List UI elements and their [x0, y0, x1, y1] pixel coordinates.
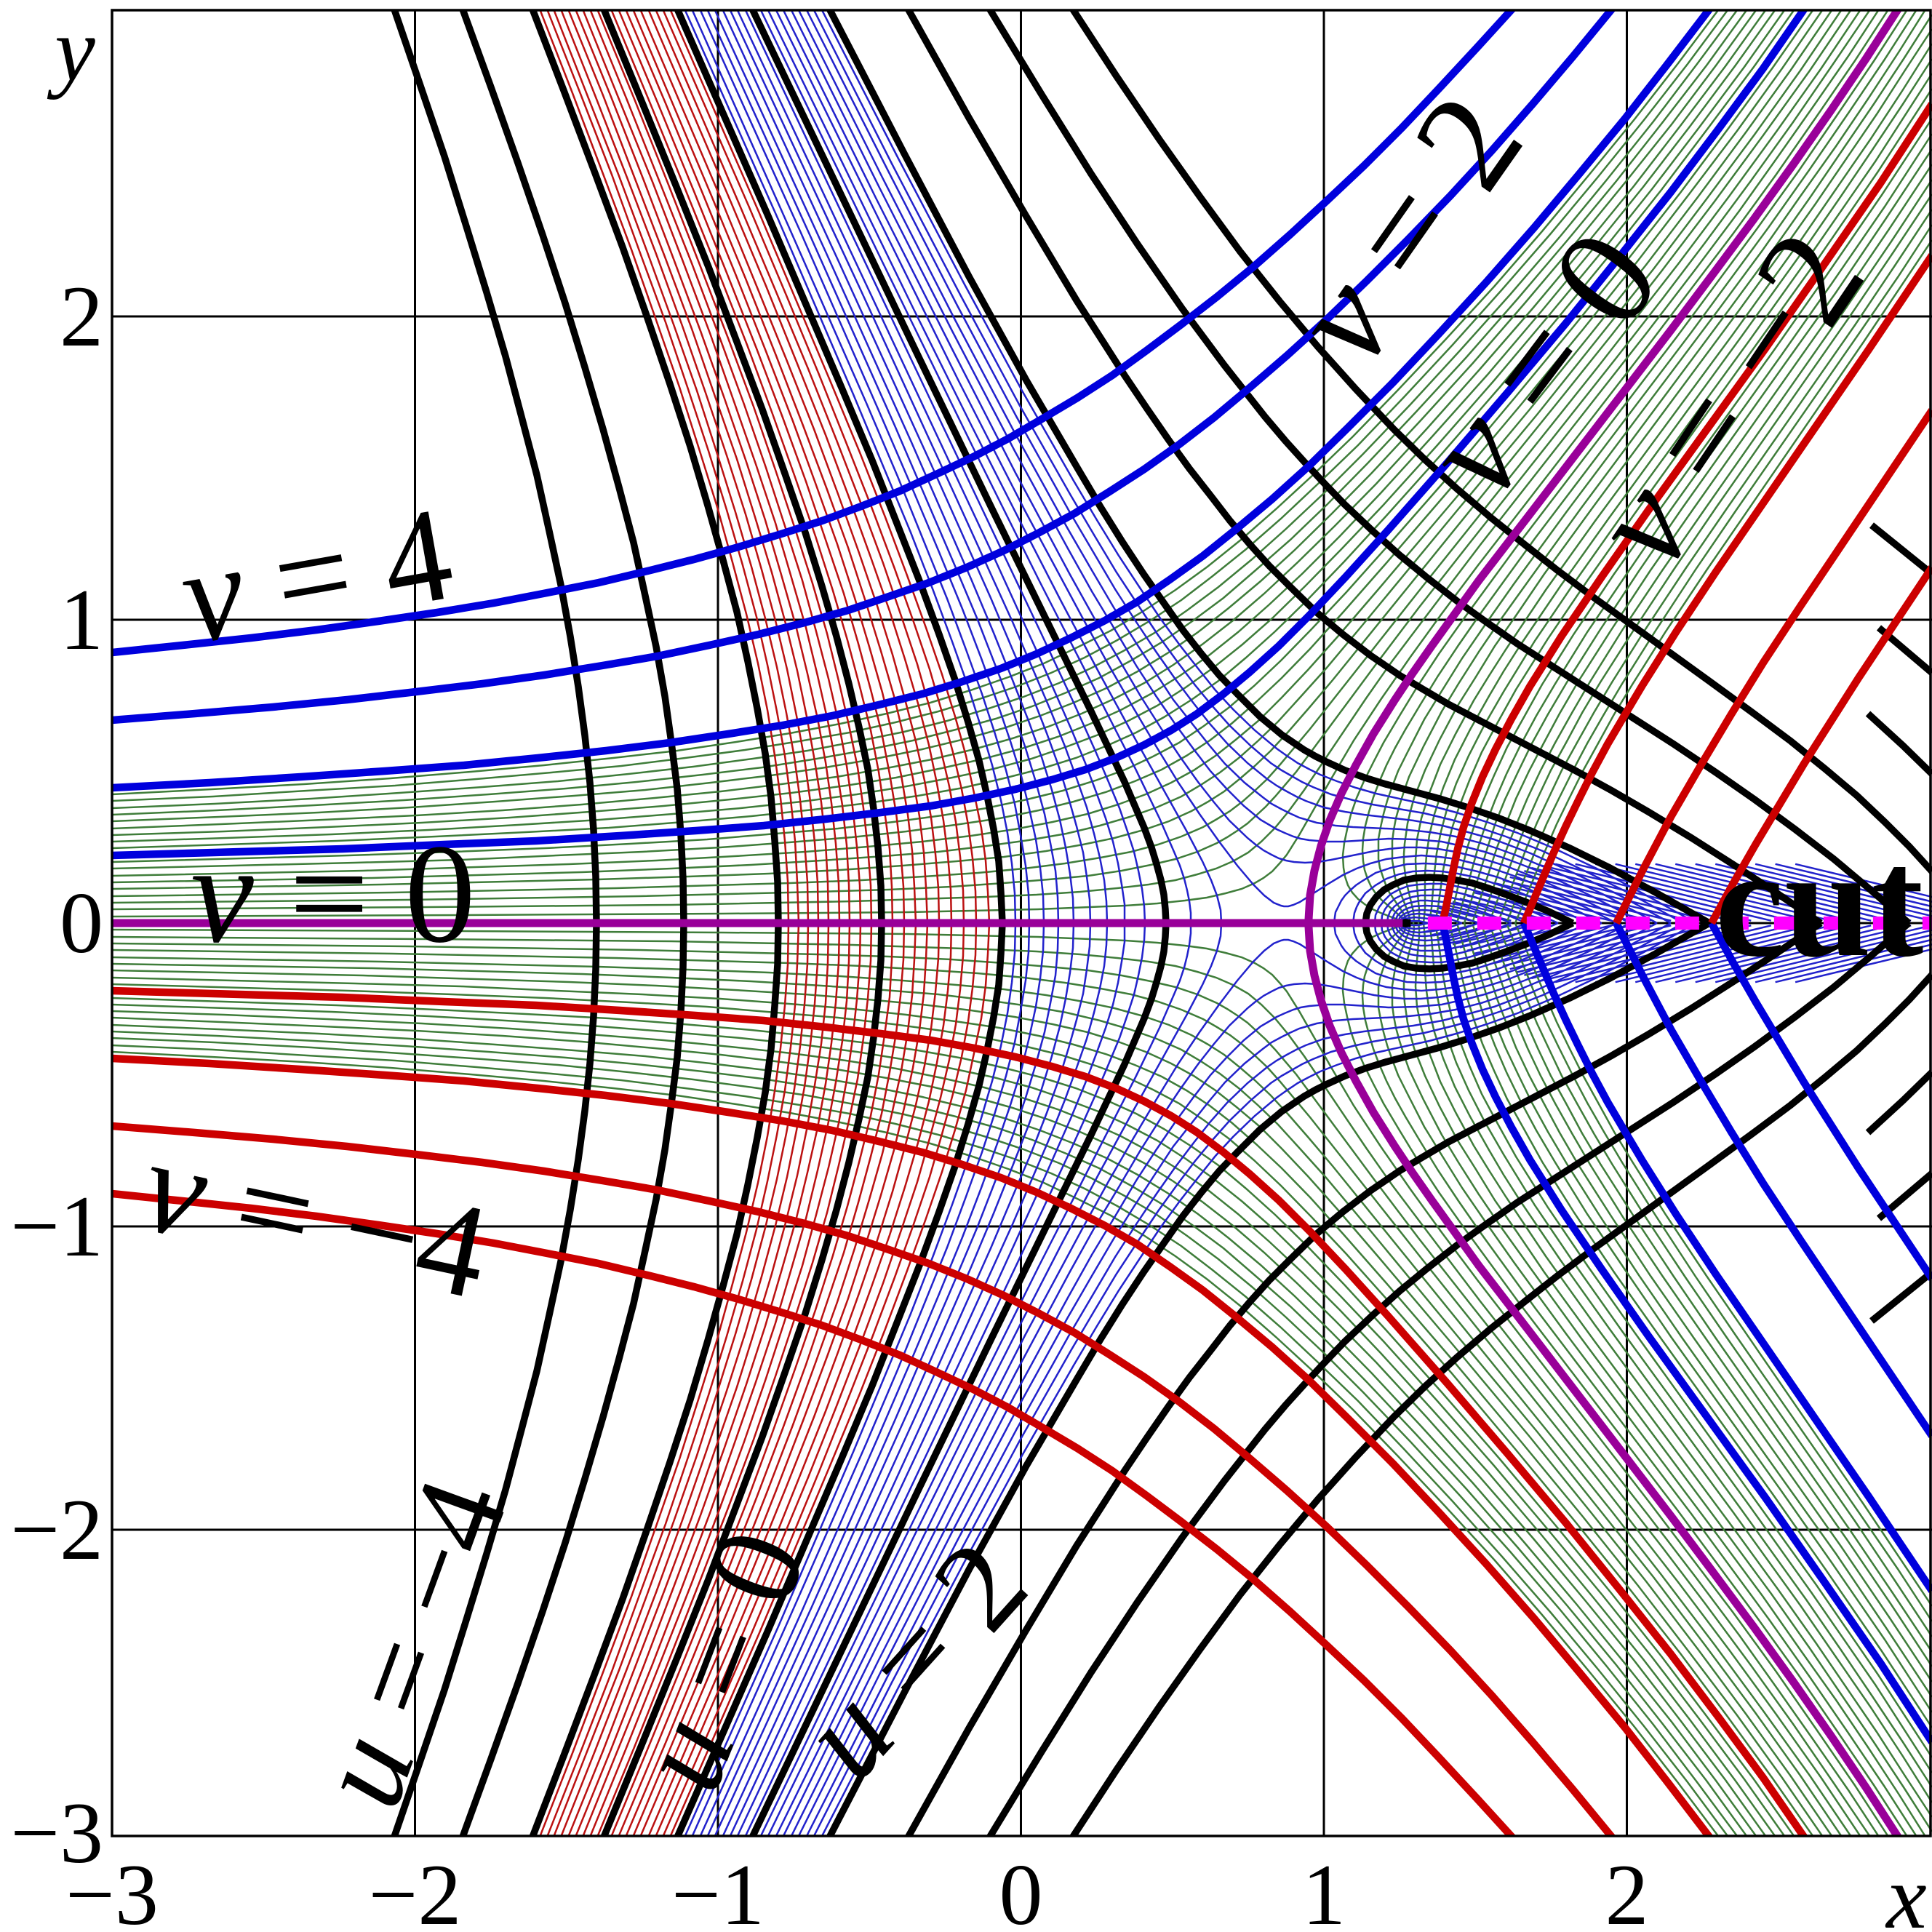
- svg-text:−2: −2: [369, 1846, 462, 1932]
- svg-text:0: 0: [60, 874, 103, 971]
- svg-text:v = 0: v = 0: [191, 815, 476, 973]
- svg-text:1: 1: [60, 571, 103, 668]
- svg-text:1: 1: [1302, 1846, 1346, 1932]
- svg-text:2: 2: [60, 268, 103, 364]
- svg-text:0: 0: [999, 1846, 1043, 1932]
- svg-text:−1: −1: [10, 1178, 103, 1274]
- svg-text:x: x: [1885, 1848, 1926, 1932]
- svg-text:cut: cut: [1715, 815, 1924, 989]
- svg-text:y: y: [47, 0, 95, 100]
- svg-text:2: 2: [1605, 1846, 1649, 1932]
- svg-text:−2: −2: [10, 1481, 103, 1578]
- svg-text:−3: −3: [10, 1784, 103, 1881]
- svg-text:−1: −1: [671, 1846, 765, 1932]
- svg-text:−3: −3: [65, 1846, 159, 1932]
